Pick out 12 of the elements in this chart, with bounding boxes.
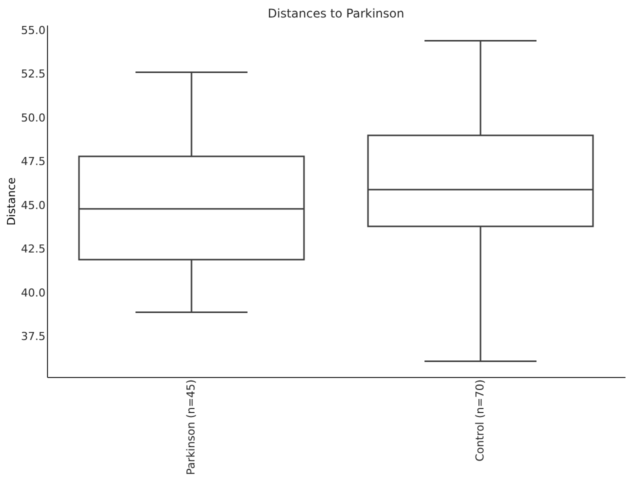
y-tick-label: 37.5 xyxy=(21,330,46,344)
y-tick-label: 42.5 xyxy=(21,242,46,256)
y-tick-label: 52.5 xyxy=(21,68,46,81)
y-tick-label: 50.0 xyxy=(21,111,46,124)
y-tick-label: 45.0 xyxy=(21,198,46,212)
x-tick-label: Parkinson (n=45) xyxy=(184,380,198,475)
y-tick-label: 47.5 xyxy=(21,155,46,168)
chart-title: Distances to Parkinson xyxy=(268,6,404,20)
y-tick-label: 55.0 xyxy=(21,24,46,37)
x-tick-label: Control (n=70) xyxy=(474,380,486,462)
y-tick-label: 40.0 xyxy=(21,286,46,300)
y-axis-title: Distance xyxy=(5,177,18,226)
